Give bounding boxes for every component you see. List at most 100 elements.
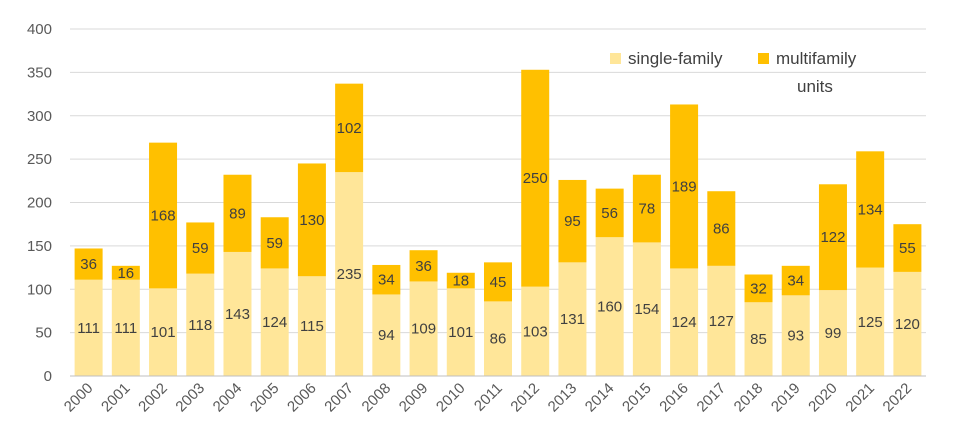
data-label-single-family-2018: 85	[750, 331, 767, 348]
data-label-multifamily-units-2007: 102	[337, 120, 362, 137]
y-tick-50: 50	[35, 325, 52, 342]
bar-single-family-2006	[297, 276, 326, 376]
bar-single-family-2010	[446, 288, 475, 376]
data-label-multifamily-units-2009: 36	[415, 258, 432, 275]
legend-label-multifamily-line1: multifamily	[776, 49, 857, 68]
x-tick-2008: 2008	[359, 380, 395, 416]
bar-single-family-2008	[372, 294, 401, 376]
data-label-single-family-2015: 154	[634, 301, 659, 318]
bar-multifamily-units-2003	[186, 222, 215, 274]
bar-multifamily-units-2013	[558, 179, 587, 263]
data-label-single-family-2005: 124	[262, 314, 287, 331]
x-tick-2016: 2016	[656, 380, 692, 416]
bar-single-family-2022	[893, 271, 922, 376]
x-tick-2013: 2013	[545, 380, 581, 416]
bar-multifamily-units-2018	[744, 274, 773, 303]
legend-swatch-multifamily-units	[758, 53, 769, 64]
bar-single-family-2016	[670, 268, 699, 376]
bar-multifamily-units-2011	[484, 262, 512, 302]
legend-swatch-single-family	[610, 53, 621, 64]
bar-multifamily-units-2019	[781, 265, 810, 296]
bar-multifamily-units-2015	[632, 174, 661, 243]
data-label-multifamily-units-2021: 134	[858, 201, 883, 218]
bar-single-family-2015	[632, 242, 661, 376]
x-tick-2014: 2014	[582, 380, 618, 416]
data-label-multifamily-units-2003: 59	[192, 240, 209, 257]
data-label-single-family-2022: 120	[895, 316, 920, 333]
x-tick-2006: 2006	[284, 380, 320, 416]
x-tick-2001: 2001	[98, 380, 134, 416]
bar-multifamily-units-2005	[260, 217, 289, 269]
data-label-multifamily-units-2014: 56	[601, 205, 618, 222]
bar-multifamily-units-2020	[818, 184, 847, 291]
bar-multifamily-units-2012	[521, 69, 550, 287]
bar-multifamily-units-2010	[446, 272, 475, 289]
y-tick-150: 150	[27, 238, 52, 255]
x-tick-2007: 2007	[321, 380, 357, 416]
data-label-single-family-2019: 93	[787, 328, 804, 345]
bar-multifamily-units-2017	[707, 191, 736, 266]
bar-multifamily-units-2022	[893, 224, 922, 272]
bar-single-family-2013	[558, 262, 587, 376]
y-tick-100: 100	[27, 281, 52, 298]
data-label-single-family-2016: 124	[672, 314, 697, 331]
bar-single-family-2002	[149, 288, 178, 376]
data-label-multifamily-units-2016: 189	[672, 178, 697, 195]
data-label-single-family-2002: 101	[151, 324, 176, 341]
data-label-single-family-2011: 86	[490, 331, 507, 348]
legend: single-family multifamily units	[610, 49, 857, 96]
bar-single-family-2000	[74, 279, 103, 376]
data-label-single-family-2021: 125	[858, 314, 883, 331]
legend-label-single-family: single-family	[628, 49, 723, 68]
x-tick-2018: 2018	[731, 380, 767, 416]
x-tick-2010: 2010	[433, 380, 469, 416]
data-label-single-family-2014: 160	[597, 299, 622, 316]
data-label-single-family-2020: 99	[825, 325, 842, 342]
x-axis-tick-labels: 2000 2001 2002 2003 2004 2005 2006 2007 2008 2009…	[61, 380, 915, 416]
data-label-single-family-2013: 131	[560, 311, 585, 328]
bar-single-family-2012	[521, 286, 550, 376]
x-tick-2012: 2012	[507, 380, 543, 416]
data-label-single-family-2001: 111	[114, 320, 137, 337]
bars	[74, 69, 922, 376]
data-label-multifamily-units-2008: 34	[378, 272, 395, 289]
bar-single-family-2017	[707, 265, 736, 376]
bar-multifamily-units-2002	[149, 142, 178, 289]
bar-multifamily-units-2016	[670, 104, 699, 269]
data-label-multifamily-units-2018: 32	[750, 280, 767, 297]
x-tick-2004: 2004	[210, 380, 246, 416]
bar-single-family-2003	[186, 273, 215, 376]
bar-single-family-2018	[744, 302, 773, 376]
data-label-multifamily-units-2019: 34	[787, 273, 804, 290]
bar-multifamily-units-2000	[74, 248, 103, 280]
data-label-single-family-2017: 127	[709, 313, 734, 330]
data-label-single-family-2004: 143	[225, 306, 250, 323]
data-label-single-family-2008: 94	[378, 327, 395, 344]
x-tick-2005: 2005	[247, 380, 283, 416]
data-label-multifamily-units-2022: 55	[899, 240, 916, 257]
data-label-single-family-2000: 111	[77, 320, 100, 337]
bar-single-family-2014	[595, 237, 624, 376]
bar-multifamily-units-2007	[335, 83, 364, 173]
bar-multifamily-units-2009	[409, 250, 438, 282]
data-label-single-family-2003: 118	[188, 317, 212, 334]
data-label-single-family-2006: 115	[300, 318, 324, 335]
bar-multifamily-units-2021	[856, 151, 885, 268]
x-tick-2017: 2017	[694, 380, 730, 416]
y-tick-250: 250	[27, 151, 52, 168]
y-tick-0: 0	[44, 368, 52, 385]
x-tick-2015: 2015	[619, 380, 655, 416]
data-label-multifamily-units-2020: 122	[820, 229, 845, 246]
data-label-single-family-2009: 109	[411, 321, 436, 338]
x-tick-2011: 2011	[471, 380, 506, 415]
x-tick-2021: 2021	[842, 380, 878, 416]
data-label-single-family-2010: 101	[448, 324, 473, 341]
bar-multifamily-units-2014	[595, 188, 624, 238]
bar-single-family-2019	[781, 295, 810, 376]
x-tick-2020: 2020	[805, 380, 841, 416]
bar-single-family-2009	[409, 281, 438, 376]
bar-single-family-2011	[484, 301, 512, 376]
data-label-multifamily-units-2001: 16	[117, 265, 134, 282]
bar-single-family-2001	[111, 279, 140, 376]
